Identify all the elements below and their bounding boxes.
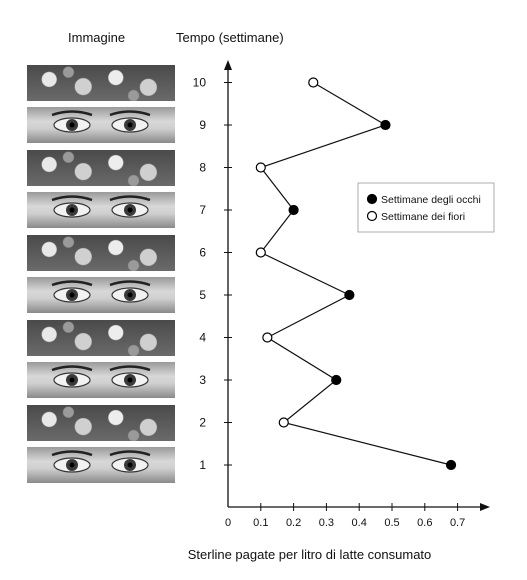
eyes-photo xyxy=(27,277,175,313)
x-tick-label: 0.1 xyxy=(253,517,268,529)
eyes-week-point xyxy=(288,204,299,216)
legend-open-marker xyxy=(366,210,378,222)
time-column-header: Tempo (settimane) xyxy=(176,30,284,45)
y-tick-label: 3 xyxy=(199,373,206,387)
x-tick-label: 0.3 xyxy=(319,517,334,529)
x-tick-label: 0.7 xyxy=(450,517,465,529)
legend-box xyxy=(357,182,495,233)
y-tick-label: 10 xyxy=(193,76,207,90)
x-tick-label: 0 xyxy=(225,517,231,529)
eyes-week-point xyxy=(445,459,457,471)
x-tick-label: 0.5 xyxy=(384,517,399,529)
legend-filled-marker xyxy=(366,193,378,205)
image-column-header: Immagine xyxy=(68,30,126,45)
flowers-photo xyxy=(27,404,175,441)
flowers-week-point xyxy=(278,417,289,428)
eyes-week-point xyxy=(380,119,391,131)
eyes-week-point xyxy=(344,289,355,301)
y-tick-label: 1 xyxy=(199,458,206,472)
flowers-photo xyxy=(27,234,175,271)
y-tick-label: 6 xyxy=(199,246,206,260)
y-tick-label: 2 xyxy=(199,416,206,430)
eyes-photo xyxy=(27,447,175,483)
eyes-photo xyxy=(27,362,175,398)
flowers-photo xyxy=(27,319,175,356)
x-tick-label: 0.2 xyxy=(286,517,301,529)
x-axis-label: Sterline pagate per litro di latte consu… xyxy=(187,547,432,562)
tulips-photo xyxy=(27,149,175,186)
legend-label: Settimane dei fiori xyxy=(381,211,465,223)
series-line xyxy=(259,81,452,466)
x-axis-arrow xyxy=(480,503,490,511)
y-tick-label: 8 xyxy=(199,161,206,175)
y-tick-label: 4 xyxy=(199,331,206,345)
y-axis-arrow xyxy=(224,60,232,70)
y-tick-label: 7 xyxy=(199,203,206,217)
x-tick-label: 0.6 xyxy=(417,517,432,529)
x-tick-label: 0.4 xyxy=(352,517,367,529)
flowers-week-point xyxy=(262,332,273,343)
y-tick-label: 9 xyxy=(199,118,206,132)
roses-photo xyxy=(27,64,175,101)
flowers-week-point xyxy=(255,247,266,258)
eyes-photo xyxy=(27,107,175,143)
eyes-photo xyxy=(27,192,175,228)
flowers-week-point xyxy=(308,77,319,88)
eyes-week-point xyxy=(331,374,342,386)
flowers-week-point xyxy=(255,162,266,173)
y-tick-label: 5 xyxy=(199,288,206,302)
legend-label: Settimane degli occhi xyxy=(381,194,481,206)
